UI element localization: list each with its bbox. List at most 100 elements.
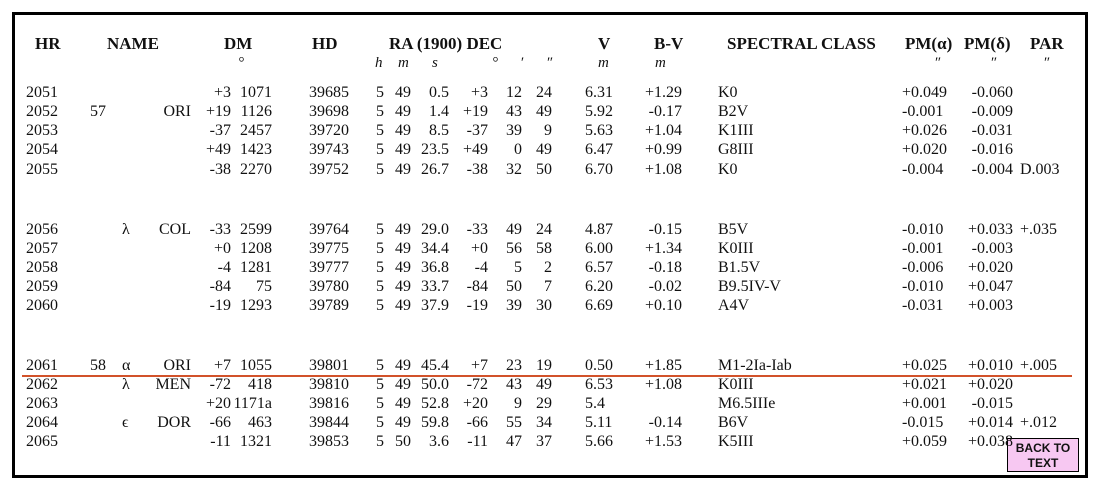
cell-ra-s: 23.5 bbox=[421, 141, 449, 158]
cell-pma: -0.001 bbox=[902, 240, 944, 257]
cell-pmd: -0.031 bbox=[971, 122, 1013, 139]
cell-dec-s: 49 bbox=[536, 376, 552, 393]
cell-bv: -0.02 bbox=[648, 278, 682, 295]
column-header: NAME bbox=[107, 34, 159, 53]
column-header: PM(δ) bbox=[964, 34, 1011, 53]
cell-ra-s: 26.7 bbox=[421, 161, 449, 178]
cell-dec-s: 9 bbox=[544, 122, 552, 139]
cell-v: 6.20 bbox=[585, 278, 613, 295]
cell-hd: 39685 bbox=[309, 84, 349, 101]
cell-bv: -0.15 bbox=[648, 221, 682, 238]
cell-ra-m: 49 bbox=[395, 357, 411, 374]
cell-pma: -0.010 bbox=[902, 278, 944, 295]
cell-dec-s: 19 bbox=[536, 357, 552, 374]
cell-dec-d: -37 bbox=[466, 122, 488, 139]
cell-ra-s: 34.4 bbox=[421, 240, 449, 257]
cell-hr: 2059 bbox=[26, 278, 58, 295]
cell-dec-s: 50 bbox=[536, 161, 552, 178]
cell-ra-s: 3.6 bbox=[429, 433, 449, 450]
cell-sp: M1-2Ia-Iab bbox=[718, 357, 792, 374]
cell-pma: -0.006 bbox=[902, 259, 944, 276]
cell-pmd: +0.014 bbox=[967, 414, 1013, 431]
cell-dec-d: +49 bbox=[462, 141, 488, 158]
cell-bv: -0.18 bbox=[648, 259, 682, 276]
cell-sp: K0III bbox=[718, 376, 754, 393]
cell-dec-s: 2 bbox=[544, 259, 552, 276]
cell-pma: +0.049 bbox=[902, 84, 948, 101]
column-unit: ′ bbox=[520, 55, 524, 71]
cell-dm-zone: -33 bbox=[209, 221, 231, 238]
cell-bv: +1.53 bbox=[644, 433, 682, 450]
cell-hr: 2054 bbox=[26, 141, 58, 158]
cell-sp: K0 bbox=[718, 84, 738, 101]
cell-ra-m: 49 bbox=[395, 278, 411, 295]
cell-dec-m: 0 bbox=[514, 141, 522, 158]
cell-pma: +0.059 bbox=[902, 433, 948, 450]
cell-dm-num: 1293 bbox=[240, 297, 272, 314]
cell-v: 6.70 bbox=[585, 161, 613, 178]
cell-dec-s: 58 bbox=[536, 240, 552, 257]
cell-dm-num: 463 bbox=[248, 414, 272, 431]
cell-hd: 39844 bbox=[309, 414, 349, 431]
cell-bv: +1.85 bbox=[644, 357, 682, 374]
cell-hd: 39752 bbox=[309, 161, 349, 178]
cell-ra-h: 5 bbox=[376, 84, 384, 101]
cell-hr: 2060 bbox=[26, 297, 58, 314]
cell-sp: B5V bbox=[718, 221, 749, 238]
cell-ra-h: 5 bbox=[376, 141, 384, 158]
cell-dm-num: 1126 bbox=[240, 103, 272, 120]
cell-ra-m: 49 bbox=[395, 240, 411, 257]
cell-ra-h: 5 bbox=[376, 259, 384, 276]
cell-dec-m: 9 bbox=[514, 395, 522, 412]
column-unit: h bbox=[375, 55, 383, 71]
cell-dec-d: +0 bbox=[470, 240, 488, 257]
cell-dec-d: -72 bbox=[466, 376, 488, 393]
cell-dec-d: -33 bbox=[466, 221, 488, 238]
cell-ra-m: 49 bbox=[395, 141, 411, 158]
cell-hr: 2055 bbox=[26, 161, 58, 178]
cell-dm-zone: +7 bbox=[213, 357, 231, 374]
cell-dec-s: 24 bbox=[536, 221, 552, 238]
cell-par: +.005 bbox=[1020, 357, 1058, 374]
cell-con: ORI bbox=[163, 357, 191, 374]
cell-hd: 39780 bbox=[309, 278, 349, 295]
cell-pmd: +0.010 bbox=[967, 357, 1013, 374]
cell-pmd: +0.033 bbox=[967, 221, 1013, 238]
cell-hr: 2051 bbox=[26, 84, 58, 101]
cell-ra-s: 59.8 bbox=[421, 414, 449, 431]
cell-pma: -0.031 bbox=[902, 297, 944, 314]
cell-v: 6.31 bbox=[585, 84, 613, 101]
cell-ra-m: 49 bbox=[395, 84, 411, 101]
cell-bv: +1.29 bbox=[644, 84, 682, 101]
cell-dec-d: -4 bbox=[474, 259, 488, 276]
cell-ra-m: 49 bbox=[395, 376, 411, 393]
cell-hd: 39789 bbox=[309, 297, 349, 314]
back-to-text-button[interactable]: BACK TO TEXT bbox=[1007, 438, 1079, 472]
cell-dec-d: +19 bbox=[462, 103, 488, 120]
cell-dm-zone: +20 bbox=[205, 395, 231, 412]
cell-ra-h: 5 bbox=[376, 414, 384, 431]
cell-dm-num: 418 bbox=[248, 376, 272, 393]
cell-v: 6.00 bbox=[585, 240, 613, 257]
cell-dec-m: 43 bbox=[506, 376, 522, 393]
cell-ra-s: 36.8 bbox=[421, 259, 449, 276]
cell-ra-h: 5 bbox=[376, 357, 384, 374]
cell-pmd: -0.015 bbox=[971, 395, 1013, 412]
cell-hr: 2052 bbox=[26, 103, 58, 120]
cell-dm-zone: -19 bbox=[209, 297, 231, 314]
cell-hr: 2065 bbox=[26, 433, 58, 450]
cell-ra-s: 52.8 bbox=[421, 395, 449, 412]
cell-dec-d: -38 bbox=[466, 161, 488, 178]
cell-sp: M6.5IIIe bbox=[718, 395, 776, 412]
cell-dec-s: 37 bbox=[536, 433, 552, 450]
cell-bv: -0.14 bbox=[648, 414, 682, 431]
cell-bv: +1.04 bbox=[644, 122, 682, 139]
cell-ra-h: 5 bbox=[376, 278, 384, 295]
cell-con: ORI bbox=[163, 103, 191, 120]
cell-sp: B6V bbox=[718, 414, 749, 431]
cell-pma: -0.010 bbox=[902, 221, 944, 238]
cell-dec-m: 55 bbox=[506, 414, 522, 431]
cell-dm-zone: -84 bbox=[209, 278, 231, 295]
highlight-line bbox=[22, 375, 1072, 377]
